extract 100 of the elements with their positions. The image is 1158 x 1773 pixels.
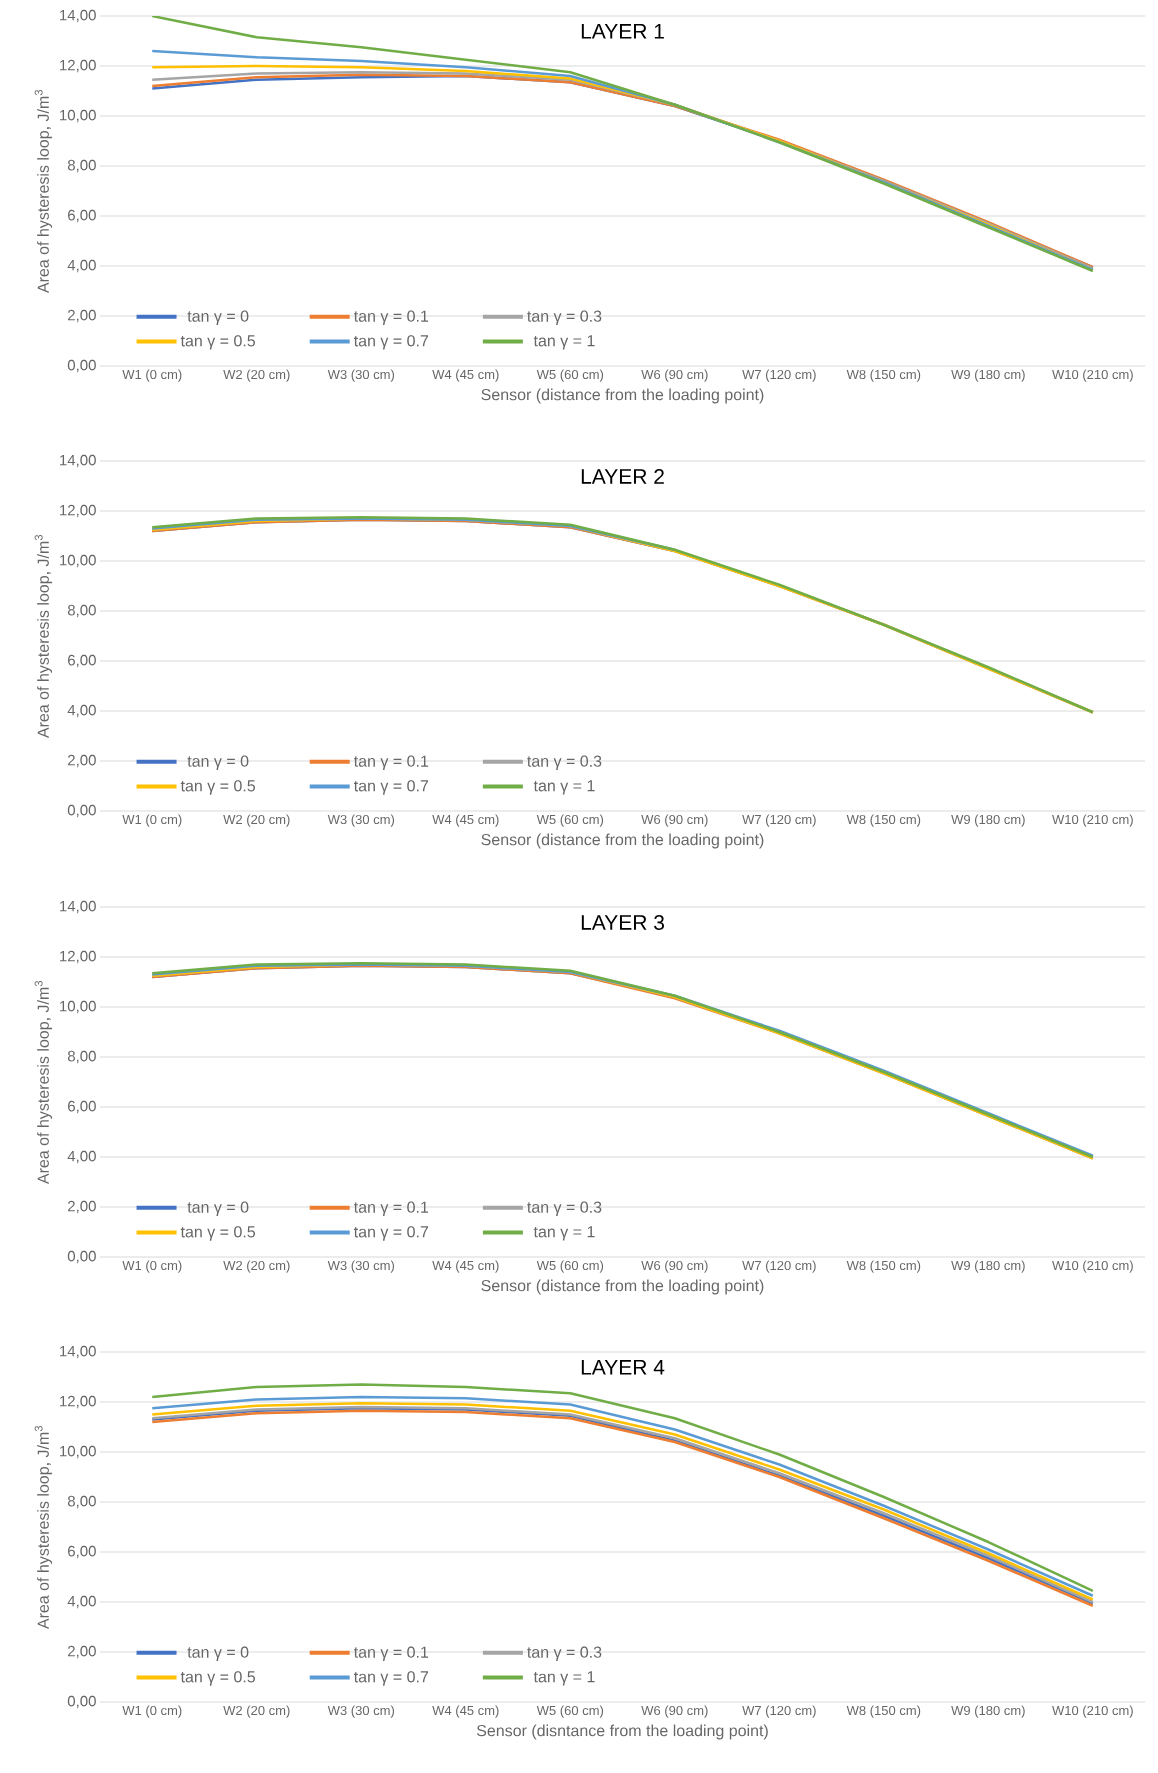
legend-label: tan γ = 0.5 [180,780,256,795]
y-tick-label: 12,00 [60,1395,96,1409]
x-tick-label: W1 (0 cm) [122,1260,182,1273]
x-tick-label: W1 (0 cm) [122,814,182,827]
y-tick-label: 14,00 [60,454,96,468]
x-tick-label: W9 (180 cm) [951,1260,1025,1273]
y-tick-label: 12,00 [60,950,96,964]
y-tick-label: 0,00 [67,1695,96,1709]
x-tick-label: W2 (20 cm) [223,369,290,382]
x-tick-label: W9 (180 cm) [951,1705,1025,1718]
y-tick-label: 2,00 [68,754,96,768]
legend-label: tan γ = 0 [187,1201,249,1216]
legend-label: tan γ = 0.1 [353,1201,429,1216]
y-tick-label: 0,00 [67,359,96,373]
x-tick-label: W4 (45 cm) [432,1260,499,1273]
y-tick-label: 8,00 [67,1495,96,1509]
y-tick-label: 6,00 [68,1545,96,1559]
y-tick-label: 4,00 [67,1595,96,1609]
x-tick-label: W5 (60 cm) [536,1705,604,1718]
legend-label: tan γ = 0.7 [353,1226,429,1241]
legend-label: tan γ = 0.1 [353,755,429,770]
y-tick-label: 8,00 [67,159,96,173]
legend-label: tan γ = 0.3 [527,310,602,325]
y-tick-label: 10,00 [60,1445,96,1459]
x-tick-label: W4 (45 cm) [432,814,499,827]
x-tick-label: W10 (210 cm) [1052,369,1133,382]
y-tick-label: 12,00 [60,504,96,518]
y-tick-label: 14,00 [60,900,96,914]
x-tick-label: W1 (0 cm) [122,1705,182,1718]
chart-title: LAYER 1 [581,24,664,39]
legend-label: tan γ = 1 [533,1226,595,1241]
legend-label: tan γ = 0.5 [180,335,256,350]
y-tick-label: 10,00 [60,1000,96,1014]
y-tick-label: 4,00 [67,1150,96,1164]
x-tick-label: W8 (150 cm) [846,1705,921,1718]
x-tick-label: W6 (90 cm) [641,1705,708,1718]
x-tick-label: W7 (120 cm) [742,369,816,382]
y-tick-label: 0,00 [67,1250,96,1264]
y-tick-label: 6,00 [68,209,96,223]
y-tick-label: 10,00 [60,554,96,568]
x-tick-label: W8 (150 cm) [846,369,921,382]
x-tick-label: W8 (150 cm) [846,814,921,827]
legend-label: tan γ = 0.3 [527,755,602,770]
x-axis-title: Sensor (distance from the loading point) [481,1279,764,1295]
x-tick-label: W3 (30 cm) [327,369,395,382]
x-tick-label: W7 (120 cm) [742,814,816,827]
legend-label: tan γ = 0.1 [353,310,429,325]
y-tick-label: 2,00 [68,1645,96,1659]
legend-label: tan γ = 0 [187,755,249,770]
x-tick-label: W1 (0 cm) [122,369,182,382]
x-tick-label: W7 (120 cm) [742,1705,816,1718]
x-tick-label: W9 (180 cm) [951,369,1025,382]
legend-label: tan γ = 0 [187,1646,249,1661]
x-tick-label: W5 (60 cm) [536,1260,604,1273]
x-tick-label: W7 (120 cm) [742,1260,816,1273]
y-tick-label: 2,00 [68,1200,96,1214]
legend-label: tan γ = 0 [187,310,249,325]
y-axis-title: Area of hysteresis loop, J/m$^{3}$ [34,980,53,1185]
legend-label: tan γ = 0.7 [353,1671,429,1686]
x-tick-label: W3 (30 cm) [327,1705,395,1718]
x-tick-label: W10 (210 cm) [1052,1705,1133,1718]
x-tick-label: W6 (90 cm) [641,814,708,827]
y-axis-title: Area of hysteresis loop, J/m$^{3}$ [34,89,53,294]
x-tick-label: W3 (30 cm) [327,814,395,827]
legend-label: tan γ = 0.3 [527,1201,602,1216]
x-tick-label: W6 (90 cm) [641,369,708,382]
legend-label: tan γ = 0.1 [353,1646,429,1661]
y-tick-label: 2,00 [68,309,96,323]
y-tick-label: 8,00 [67,604,96,618]
x-tick-label: W6 (90 cm) [641,1260,708,1273]
x-tick-label: W10 (210 cm) [1052,814,1133,827]
y-axis-title: Area of hysteresis loop, J/m$^{3}$ [34,1425,53,1630]
y-tick-label: 8,00 [67,1050,96,1064]
x-tick-label: W2 (20 cm) [223,814,290,827]
y-tick-label: 10,00 [60,109,96,123]
x-tick-label: W2 (20 cm) [223,1260,290,1273]
legend-label: tan γ = 1 [533,335,595,350]
x-tick-label: W5 (60 cm) [536,814,604,827]
x-tick-label: W8 (150 cm) [846,1260,921,1273]
x-axis-title: Sensor (distance from the loading point) [481,388,764,404]
y-tick-label: 12,00 [60,59,96,73]
legend-label: tan γ = 0.3 [527,1646,602,1661]
chart-title: LAYER 4 [581,1360,665,1375]
chart-title: LAYER 2 [581,469,664,484]
legend-label: tan γ = 1 [533,1671,595,1686]
legend-label: tan γ = 0.7 [353,335,429,350]
y-tick-label: 14,00 [60,1345,96,1359]
x-axis-title: Sensor (disntance from the loading point) [476,1724,768,1740]
x-tick-label: W10 (210 cm) [1052,1260,1133,1273]
legend-label: tan γ = 1 [533,780,595,795]
x-tick-label: W5 (60 cm) [536,369,604,382]
x-tick-label: W4 (45 cm) [432,1705,499,1718]
y-tick-label: 4,00 [67,704,96,718]
y-tick-label: 6,00 [68,1100,96,1114]
legend-label: tan γ = 0.7 [353,780,429,795]
y-tick-label: 14,00 [60,9,96,23]
x-tick-label: W3 (30 cm) [327,1260,395,1273]
x-tick-label: W9 (180 cm) [951,814,1025,827]
x-tick-label: W4 (45 cm) [432,369,499,382]
chart-title: LAYER 3 [581,915,665,930]
